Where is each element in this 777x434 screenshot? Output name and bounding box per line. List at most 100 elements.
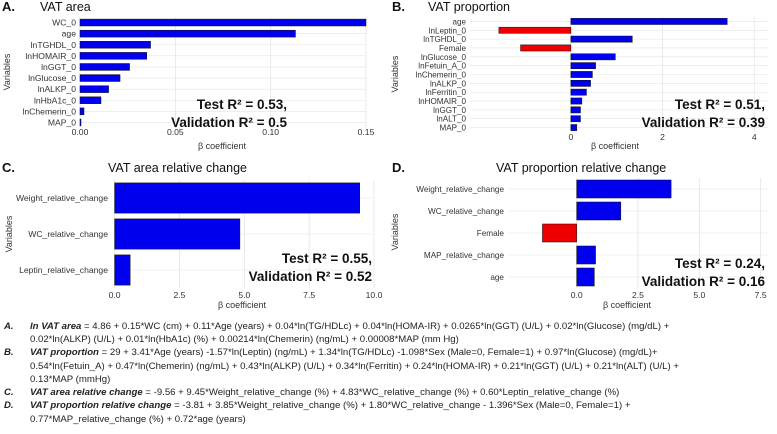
category-label: lnGlucose_0 bbox=[421, 53, 466, 62]
bar bbox=[576, 267, 595, 287]
equation-letter: C. bbox=[4, 387, 14, 399]
category-label: lnALT_0 bbox=[436, 115, 466, 124]
category-label: lnTGHDL_0 bbox=[423, 35, 466, 44]
equation-name: VAT area relative change bbox=[30, 387, 143, 399]
tick-label: 7.5 bbox=[755, 290, 767, 300]
bar bbox=[542, 223, 577, 243]
bar bbox=[570, 53, 616, 61]
equation-text: 0.54*ln(Fetuin_A) + 0.47*ln(Chemerin) (n… bbox=[30, 360, 679, 372]
category-label: lnLeptin_0 bbox=[429, 26, 467, 35]
x-axis-label: β coefficient bbox=[198, 141, 247, 151]
category-label: lnGGT_0 bbox=[41, 62, 76, 72]
equation-text: = 29 + 3.41*Age (years) -1.57*ln(Leptin)… bbox=[98, 347, 658, 359]
tick-label: 5.0 bbox=[238, 290, 250, 300]
x-axis-label: β coefficient bbox=[603, 300, 652, 310]
category-label: Weight_relative_change bbox=[416, 185, 504, 194]
stats-annotation: Test R² = 0.24, bbox=[675, 256, 765, 271]
tick-label: 7.5 bbox=[303, 290, 315, 300]
equation-name: ln VAT area bbox=[30, 321, 82, 332]
x-axis-label: β coefficient bbox=[591, 141, 640, 151]
bar bbox=[570, 80, 591, 87]
bar bbox=[79, 41, 151, 49]
tick-label: 0.0 bbox=[571, 290, 583, 300]
y-axis-label: Variables bbox=[4, 215, 14, 252]
equation-letter: B. bbox=[4, 347, 14, 359]
panel-label: D. bbox=[392, 160, 405, 175]
bar bbox=[576, 201, 622, 221]
category-label: age bbox=[490, 273, 504, 282]
bar bbox=[570, 88, 587, 96]
stats-annotation: Validation R² = 0.5 bbox=[171, 115, 287, 130]
category-label: lnFerritin_0 bbox=[426, 88, 467, 97]
equation-name: VAT proportion relative change bbox=[30, 400, 172, 412]
category-label: lnHbA1c_0 bbox=[34, 95, 76, 105]
equation-text: 0.77*MAP_relative_change (%) + 0.72*age … bbox=[30, 413, 246, 425]
tick-label: 2 bbox=[660, 132, 665, 142]
category-label: MAP_0 bbox=[439, 124, 466, 133]
bar bbox=[114, 182, 360, 214]
equation-d: D. VAT proportion relative change = -3.8… bbox=[4, 399, 774, 425]
chart-title: VAT proportion relative change bbox=[496, 161, 666, 175]
stats-annotation: Test R² = 0.55, bbox=[282, 251, 372, 266]
bar bbox=[570, 97, 583, 105]
category-label: lnChemerin_0 bbox=[416, 71, 467, 80]
y-axis-label: Variables bbox=[2, 53, 12, 90]
category-label: WC_relative_change bbox=[428, 207, 504, 216]
panel-label: C. bbox=[2, 160, 15, 175]
tick-label: 2.5 bbox=[632, 290, 644, 300]
category-label: lnChemerin_0 bbox=[22, 106, 76, 116]
bar bbox=[79, 63, 130, 71]
equation-name: VAT proportion bbox=[30, 347, 99, 359]
equation-line: ln VAT area = 4.86 + 0.15*WC (cm) + 0.11… bbox=[30, 321, 669, 332]
category-label: WC_relative_change bbox=[28, 229, 108, 239]
bar bbox=[114, 218, 241, 250]
category-label: lnHOMAIR_0 bbox=[25, 51, 76, 61]
equation-text: 0.13*MAP (mmHg) bbox=[30, 373, 111, 385]
bar bbox=[114, 254, 131, 286]
category-label: MAP_relative_change bbox=[424, 251, 505, 260]
bar bbox=[79, 107, 85, 116]
chart-title: VAT area relative change bbox=[108, 161, 247, 175]
stats-annotation: Test R² = 0.53, bbox=[197, 97, 287, 112]
bar bbox=[520, 44, 572, 52]
stats-annotation: Validation R² = 0.52 bbox=[249, 269, 372, 284]
tick-label: 0.15 bbox=[358, 127, 375, 137]
bar bbox=[79, 52, 147, 60]
bar bbox=[79, 74, 121, 82]
tick-label: 5.0 bbox=[693, 290, 705, 300]
bar bbox=[79, 96, 102, 104]
category-label: lnALKP_0 bbox=[38, 84, 76, 94]
category-label: Female bbox=[439, 44, 466, 53]
tick-label: 0.0 bbox=[109, 290, 121, 300]
chart-title: VAT proportion bbox=[428, 0, 510, 14]
equation-text: = -9.56 + 9.45*Weight_relative_change (%… bbox=[142, 387, 620, 399]
bar bbox=[570, 106, 581, 114]
category-label: lnALKP_0 bbox=[430, 79, 466, 88]
category-label: Weight_relative_change bbox=[16, 193, 108, 203]
equation-letter: D. bbox=[4, 400, 14, 412]
panel-label: B. bbox=[392, 0, 405, 14]
stats-annotation: Validation R² = 0.39 bbox=[642, 115, 765, 130]
tick-label: 2.5 bbox=[173, 290, 185, 300]
y-axis-label: Variables bbox=[390, 213, 400, 250]
bar bbox=[79, 18, 367, 27]
x-axis-label: β coefficient bbox=[218, 300, 267, 310]
bar bbox=[79, 85, 109, 93]
bar bbox=[79, 29, 296, 38]
tick-label: 4 bbox=[752, 132, 757, 142]
bar bbox=[498, 26, 572, 34]
equation-line: VAT proportion = 29 + 3.41*Age (years) -… bbox=[30, 347, 658, 358]
equations-block: A. ln VAT area = 4.86 + 0.15*WC (cm) + 0… bbox=[4, 320, 774, 426]
chart-title: VAT area bbox=[40, 0, 91, 14]
equation-letter: A. bbox=[4, 321, 14, 332]
category-label: Female bbox=[477, 229, 505, 238]
bar bbox=[576, 179, 672, 199]
category-label: Leptin_relative_change bbox=[19, 265, 108, 275]
equation-b: B. VAT proportion = 29 + 3.41*Age (years… bbox=[4, 346, 774, 386]
equation-line: VAT area relative change = -9.56 + 9.45*… bbox=[30, 387, 619, 398]
category-label: WC_0 bbox=[52, 18, 76, 28]
equation-a: A. ln VAT area = 4.86 + 0.15*WC (cm) + 0… bbox=[4, 320, 774, 346]
equation-text: = 4.86 + 0.15*WC (cm) + 0.11*Age (years)… bbox=[81, 321, 670, 332]
bar bbox=[570, 18, 728, 25]
